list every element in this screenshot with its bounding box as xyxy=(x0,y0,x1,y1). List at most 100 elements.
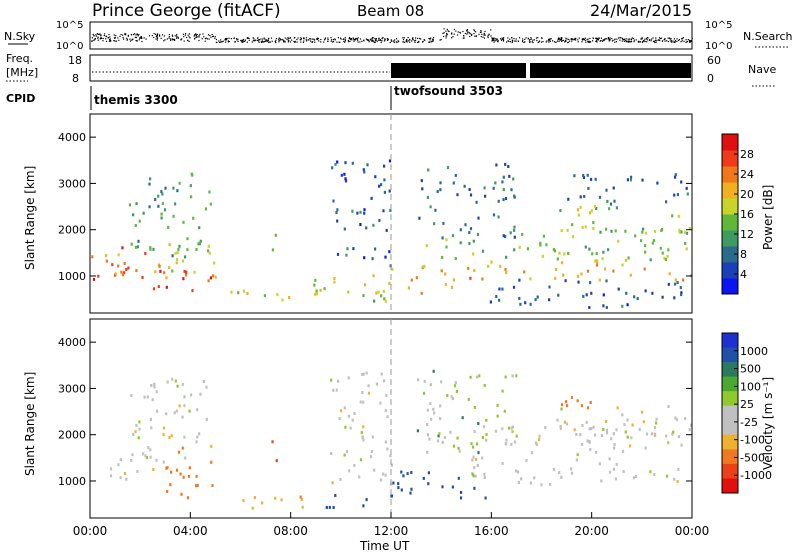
nsky-point xyxy=(170,38,172,40)
nsky-point xyxy=(560,39,562,41)
nsky-point xyxy=(539,40,541,42)
echo-cell xyxy=(455,390,458,393)
nsky-point xyxy=(155,33,157,35)
nsky-point xyxy=(194,34,196,36)
nsky-point xyxy=(430,41,432,43)
echo-cell xyxy=(386,415,389,419)
nsky-point xyxy=(582,39,584,41)
echo-cell xyxy=(336,219,339,223)
echo-cell xyxy=(207,244,210,248)
echo-cell xyxy=(138,219,141,223)
echo-cell xyxy=(375,291,378,295)
echo-cell xyxy=(157,285,160,289)
echo-cell xyxy=(469,375,472,379)
nsky-point xyxy=(592,37,595,40)
nsky-point xyxy=(306,40,308,42)
nsky-point xyxy=(532,41,534,44)
nsky-point xyxy=(221,41,223,43)
nsky-point xyxy=(156,33,159,35)
echo-cell xyxy=(576,453,579,457)
nsky-point xyxy=(339,37,342,39)
echo-cell xyxy=(682,278,685,282)
nsky-point xyxy=(145,38,147,40)
nsky-point xyxy=(299,39,301,41)
echo-cell xyxy=(501,462,504,465)
nsky-point xyxy=(183,36,185,38)
echo-cell xyxy=(198,226,201,230)
echo-cell xyxy=(149,246,152,250)
echo-cell xyxy=(661,227,664,231)
nsky-point xyxy=(484,34,486,36)
nsky-point xyxy=(371,40,373,42)
nsky-point xyxy=(575,37,577,39)
nsky-point xyxy=(195,35,197,37)
velocity-echo-cells xyxy=(109,369,693,510)
nsky-point xyxy=(148,35,151,37)
echo-cell xyxy=(186,496,190,500)
nsky-point xyxy=(105,35,108,38)
nsky-point xyxy=(501,37,503,39)
echo-cell xyxy=(383,190,386,194)
echo-cell xyxy=(441,255,444,259)
nsky-point xyxy=(406,40,408,42)
nsky-point xyxy=(487,36,489,38)
echo-cell xyxy=(626,178,629,182)
echo-cell xyxy=(132,213,135,217)
nsky-point xyxy=(602,39,604,41)
echo-cell xyxy=(577,208,580,212)
echo-cell xyxy=(504,267,507,271)
nsky-point xyxy=(188,36,190,38)
echo-cell xyxy=(365,498,368,502)
echo-cell xyxy=(542,234,545,238)
nsky-point xyxy=(275,39,277,41)
nsky-point xyxy=(104,33,106,35)
nsky-point xyxy=(537,37,539,39)
nsky-point xyxy=(210,36,212,38)
nsky-point xyxy=(279,38,281,40)
echo-cell xyxy=(673,193,676,197)
echo-cell xyxy=(452,444,456,448)
nsky-point xyxy=(284,41,286,43)
nsky-point xyxy=(288,40,290,42)
nsky-point xyxy=(564,41,566,43)
nsky-point xyxy=(664,38,666,40)
nsky-point xyxy=(523,41,525,44)
nsky-point xyxy=(332,39,335,41)
colorbar-swatch xyxy=(722,376,738,392)
echo-cell xyxy=(446,166,450,170)
echo-cell xyxy=(630,436,633,440)
echo-cell xyxy=(91,255,94,259)
nsky-point xyxy=(459,31,461,33)
nsky-point xyxy=(284,40,286,42)
echo-cell xyxy=(553,467,556,471)
echo-cell xyxy=(369,455,373,459)
nsky-point xyxy=(100,37,102,39)
nsky-point xyxy=(201,38,203,40)
nsky-point xyxy=(365,38,367,40)
echo-cell xyxy=(410,471,413,474)
nsky-point xyxy=(334,38,336,40)
echo-cell xyxy=(441,440,444,444)
echo-cell xyxy=(363,256,366,260)
echo-cell xyxy=(263,294,266,298)
nsky-point xyxy=(674,41,676,43)
echo-cell xyxy=(410,487,413,491)
nsky-point xyxy=(592,40,594,42)
echo-cell xyxy=(475,200,478,204)
nsky-point xyxy=(491,40,493,42)
echo-cell xyxy=(156,409,159,413)
nsky-point xyxy=(237,38,239,40)
nsky-point xyxy=(390,39,392,41)
cpid-segment-2: twofsound 3503 xyxy=(394,84,503,98)
nsky-point xyxy=(168,37,170,39)
colorbar-swatch xyxy=(722,478,738,494)
echo-cell xyxy=(607,248,610,252)
echo-cell xyxy=(605,431,609,435)
echo-cell xyxy=(378,184,381,188)
echo-cell xyxy=(433,222,436,226)
colorbar-swatch xyxy=(722,246,738,263)
nsky-point xyxy=(641,38,643,40)
echo-cell xyxy=(673,282,677,286)
echo-cell xyxy=(382,209,385,213)
nsky-point xyxy=(282,39,284,41)
